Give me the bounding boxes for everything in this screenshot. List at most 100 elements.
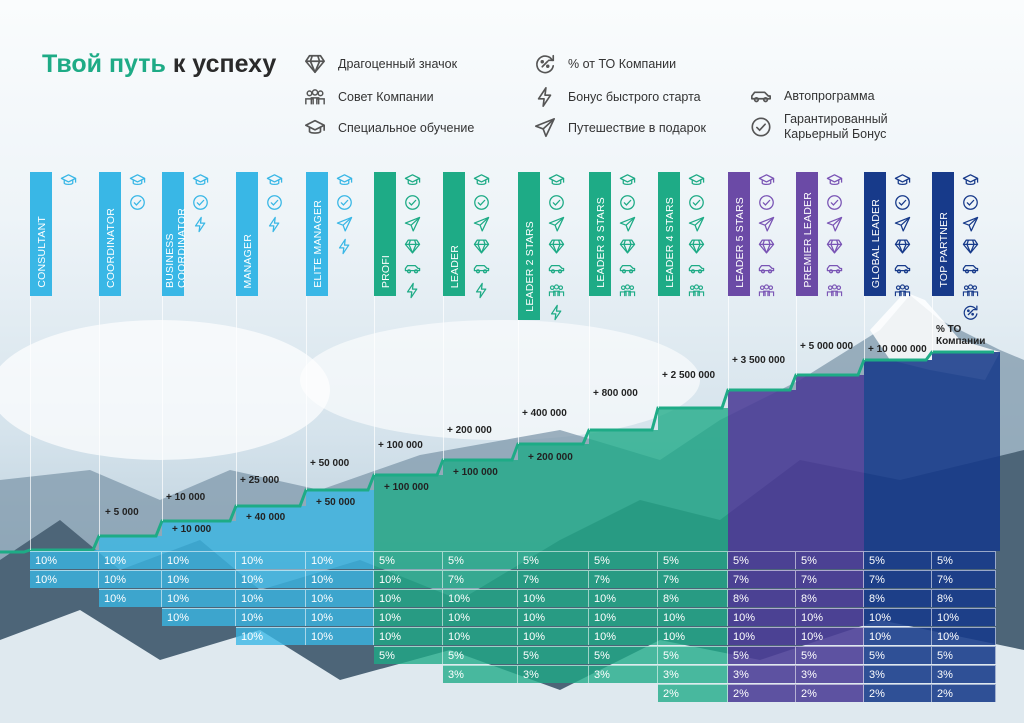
rank-name: LEADER 5 STARS — [734, 197, 746, 288]
level-fill — [443, 460, 518, 551]
diamond-icon — [824, 235, 844, 257]
rank-banner: LEADER 4 STARS — [658, 172, 680, 296]
bonus-percent: 10% — [99, 589, 162, 607]
paper-plane-icon — [892, 213, 912, 235]
bonus-percent: 7% — [796, 570, 864, 588]
rank-name: MANAGER — [242, 233, 254, 289]
legend-label: Бонус быстрого старта — [568, 89, 701, 104]
bonus-percent: 10% — [589, 608, 658, 626]
graduation-cap-icon — [960, 169, 980, 191]
rank-divider — [374, 296, 375, 475]
diamond-icon — [756, 235, 776, 257]
bonus-percent: 10% — [658, 627, 728, 645]
rank-amount: + 25 000 — [240, 475, 280, 486]
bonus-percent: 8% — [796, 589, 864, 607]
bonus-percent: 2% — [864, 684, 932, 702]
lightning-icon — [264, 213, 284, 235]
graduation-cap-icon — [892, 169, 912, 191]
level-fill — [306, 490, 374, 551]
rank-amount: + 400 000 — [522, 408, 567, 419]
rank-icons — [892, 169, 912, 301]
paper-plane-icon — [756, 213, 776, 235]
rank-icons — [617, 169, 637, 301]
check-circle-icon — [402, 191, 422, 213]
legend-item-team: Совет Компании — [300, 85, 434, 109]
paper-plane-icon — [546, 213, 566, 235]
rank-banner: LEADER 2 STARS — [518, 172, 540, 320]
page-title: Твой путь к успеху — [42, 50, 276, 79]
check-circle-icon — [756, 191, 776, 213]
rank-name: PROFI — [380, 254, 392, 288]
bonus-percent: 2% — [658, 684, 728, 702]
rank-name: LEADER 3 STARS — [595, 197, 607, 288]
level-fill — [864, 360, 932, 551]
bonus-percent: 10% — [932, 627, 996, 645]
graduation-cap-icon — [756, 169, 776, 191]
bonus-percent: 10% — [99, 551, 162, 569]
bonus-percent: 10% — [306, 608, 374, 626]
rank-amount-secondary: + 200 000 — [528, 452, 573, 463]
car-icon — [471, 257, 491, 279]
check-circle-icon — [334, 191, 354, 213]
rank-banner: MANAGER — [236, 172, 258, 296]
rank-icons — [960, 169, 980, 323]
rank-amount: + 5 000 — [105, 507, 139, 518]
check-circle-icon — [746, 115, 776, 139]
graduation-cap-icon — [58, 169, 78, 191]
car-icon — [746, 84, 776, 108]
level-fill — [658, 408, 728, 551]
rank-banner: LEADER — [443, 172, 465, 296]
bonus-percent: 10% — [374, 589, 443, 607]
car-icon — [402, 257, 422, 279]
car-icon — [617, 257, 637, 279]
rank-divider — [796, 296, 797, 375]
bonus-percent: 10% — [932, 608, 996, 626]
level-fill — [518, 444, 589, 551]
rank-banner: LEADER 5 STARS — [728, 172, 750, 296]
rank-name: GLOBAL LEADER — [870, 198, 882, 288]
bonus-percent: 5% — [589, 646, 658, 664]
bonus-percent: 10% — [864, 608, 932, 626]
rank-amount: + 2 500 000 — [662, 370, 716, 381]
rank-banner: TOP PARTNER — [932, 172, 954, 296]
rank-amount: + 50 000 — [310, 458, 350, 469]
diamond-icon — [471, 235, 491, 257]
rank-name: LEADER — [449, 244, 461, 288]
rank-icons — [58, 169, 78, 191]
bonus-percent: 5% — [443, 646, 518, 664]
legend-item-paper-plane: Путешествие в подарок — [530, 116, 706, 140]
rank-name: LEADER 2 STARS — [524, 221, 536, 312]
rank-banner: ELITE MANAGER — [306, 172, 328, 296]
bonus-percent: 10% — [589, 589, 658, 607]
bonus-percent: 3% — [589, 665, 658, 683]
check-circle-icon — [892, 191, 912, 213]
team-icon — [892, 279, 912, 301]
graduation-cap-icon — [471, 169, 491, 191]
rank-amount: + 10 000 000 — [868, 344, 927, 355]
percent-circle-icon — [960, 301, 980, 323]
paper-plane-icon — [686, 213, 706, 235]
rank-icons — [264, 169, 284, 235]
bonus-percent: 7% — [589, 570, 658, 588]
lightning-icon — [530, 85, 560, 109]
bonus-percent: 7% — [658, 570, 728, 588]
rank-amount: + 3 500 000 — [732, 355, 786, 366]
rank-name: PREMIER LEADER — [802, 192, 814, 288]
rank-name: LEADER 4 STARS — [664, 197, 676, 288]
bonus-percent: 3% — [518, 665, 589, 683]
bonus-percent: 10% — [162, 551, 236, 569]
bonus-percent: 7% — [728, 570, 796, 588]
diamond-icon — [546, 235, 566, 257]
paper-plane-icon — [824, 213, 844, 235]
bonus-percent: 5% — [796, 551, 864, 569]
graduation-cap-icon — [546, 169, 566, 191]
bonus-percent: 5% — [932, 646, 996, 664]
legend-item-diamond: Драгоценный значок — [300, 52, 457, 76]
bonus-percent: 10% — [796, 627, 864, 645]
rank-icons — [756, 169, 776, 301]
team-icon — [756, 279, 776, 301]
legend-item-car: Автопрограмма — [746, 84, 875, 108]
rank-banner: PROFI — [374, 172, 396, 296]
bonus-percent: 5% — [864, 646, 932, 664]
rank-icons — [546, 169, 566, 323]
